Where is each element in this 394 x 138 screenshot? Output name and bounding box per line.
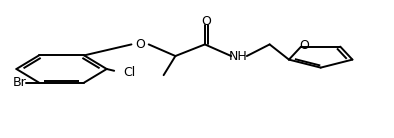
Text: Br: Br xyxy=(13,76,26,89)
Text: NH: NH xyxy=(229,50,247,63)
Text: O: O xyxy=(299,39,309,52)
Text: Cl: Cl xyxy=(123,66,136,79)
Text: O: O xyxy=(135,38,145,51)
Text: O: O xyxy=(201,15,211,28)
